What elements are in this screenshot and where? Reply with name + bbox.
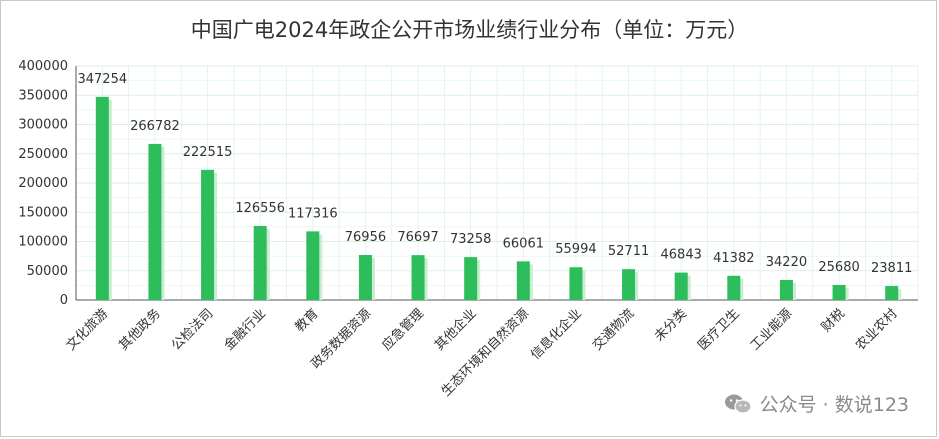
x-tick-label: 金融行业: [221, 306, 269, 354]
y-tick-label: 300000: [18, 118, 68, 133]
y-tick-label: 400000: [18, 59, 68, 74]
bars: [95, 96, 902, 300]
watermark-text: 公众号 · 数说123: [759, 394, 909, 416]
bar: [411, 255, 425, 300]
x-tick-label: 信息化企业: [527, 306, 584, 363]
bar: [201, 169, 215, 300]
x-tick-label: 其他企业: [431, 306, 479, 354]
bar: [464, 257, 478, 300]
x-tick-label: 公检法司: [169, 306, 216, 353]
value-label: 347254: [77, 72, 127, 87]
x-tick-label: 其他政务: [116, 306, 164, 354]
value-label: 25680: [818, 260, 859, 275]
x-tick-label: 未分类: [652, 306, 690, 344]
value-label: 76697: [397, 230, 438, 245]
bar: [516, 261, 530, 300]
x-tick-label: 交通物流: [589, 306, 637, 354]
x-tick-label: 财税: [819, 306, 848, 335]
bar: [148, 143, 162, 300]
value-label: 266782: [130, 119, 180, 134]
bar: [253, 225, 267, 300]
value-label: 41382: [713, 251, 754, 266]
bar: [779, 279, 793, 300]
value-label: 34220: [766, 255, 807, 270]
y-tick-label: 350000: [18, 88, 68, 103]
bar: [569, 267, 583, 300]
x-tick-label: 应急管理: [379, 306, 427, 354]
bar: [832, 284, 846, 300]
bar: [674, 272, 688, 300]
y-tick-label: 0: [60, 293, 68, 308]
value-label: 76956: [345, 230, 386, 245]
wechat-icon: [724, 393, 752, 415]
bar: [95, 96, 109, 300]
value-label: 126556: [235, 201, 285, 216]
value-label: 55994: [555, 242, 596, 257]
bar: [885, 286, 899, 300]
value-label: 117316: [288, 206, 338, 221]
chart-title: 中国广电2024年政企公开市场业绩行业分布（单位：万元）: [190, 18, 749, 42]
value-label: 52711: [608, 244, 649, 259]
x-tick-label: 教育: [292, 306, 322, 336]
x-tick-label: 生态环境和自然资源: [438, 306, 532, 400]
y-tick-label: 50000: [27, 264, 68, 279]
value-label: 23811: [871, 261, 912, 276]
value-label: 66061: [503, 236, 544, 251]
value-label: 46843: [661, 248, 702, 263]
value-label: 222515: [183, 145, 233, 160]
bar: [622, 269, 636, 300]
bar: [358, 254, 372, 300]
y-tick-label: 200000: [18, 176, 68, 191]
value-label: 73258: [450, 232, 491, 247]
watermark: 公众号 · 数说123: [724, 390, 909, 417]
y-tick-label: 100000: [18, 235, 68, 250]
x-tick-label: 文化旅游: [64, 306, 111, 353]
y-tick-label: 250000: [18, 147, 68, 162]
bar: [727, 275, 741, 300]
bar: [306, 231, 320, 300]
x-tick-label: 医疗卫生: [695, 306, 742, 353]
x-tick-label: 工业能源: [748, 306, 795, 353]
y-tick-label: 150000: [18, 205, 68, 220]
x-tick-label: 农业农村: [853, 306, 900, 353]
